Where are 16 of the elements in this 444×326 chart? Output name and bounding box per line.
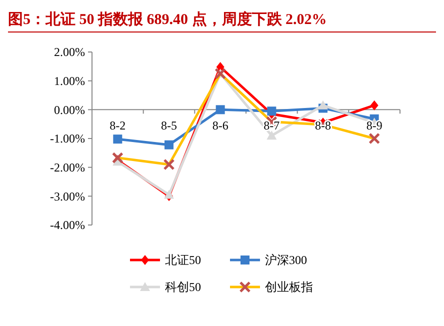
legend-label: 创业板指 [265,280,313,294]
x-tick-label: 8-5 [161,118,177,133]
y-tick-label: 1.00% [54,74,85,88]
x-tick-label: 8-9 [366,118,382,133]
chart-title: 图5：北证 50 指数报 689.40 点，周度下跌 2.02% [8,10,327,28]
y-tick-label: -3.00% [50,189,85,204]
x-tick-label: 8-2 [110,118,126,133]
x-tick-label: 8-6 [212,118,228,133]
y-tick-label: -4.00% [50,218,85,232]
legend-label: 科创50 [165,280,201,294]
legend-label: 沪深300 [265,253,307,268]
legend-label: 北证50 [165,253,201,268]
y-tick-label: -1.00% [50,132,85,146]
y-tick-label: -2.00% [50,160,85,175]
y-tick-label: 0.00% [54,102,85,117]
y-tick-label: 2.00% [54,45,85,60]
